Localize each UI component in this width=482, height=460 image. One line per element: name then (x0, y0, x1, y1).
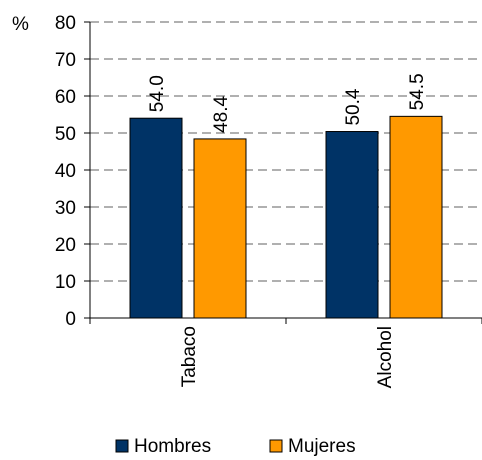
bar (389, 115, 443, 319)
legend-label: Hombres (134, 436, 211, 457)
y-tick-label: 60 (55, 87, 76, 108)
axes (84, 21, 482, 324)
y-tick-label: 40 (55, 161, 76, 182)
data-labels: 54.0 48.4 50.4 54.5 (147, 73, 428, 133)
bars (129, 115, 443, 319)
bar (193, 138, 247, 319)
y-tick-labels: 0 10 20 30 40 50 60 70 80 (55, 13, 76, 330)
data-label: 54.5 (407, 73, 428, 110)
legend-swatch (115, 439, 129, 453)
y-tick-label: 30 (55, 198, 76, 219)
x-tick-labels: Tabaco Alcohol (179, 326, 396, 388)
y-tick-label: 50 (55, 124, 76, 145)
legend: Hombres Mujeres (115, 436, 356, 457)
y-tick-label: 0 (65, 309, 76, 330)
data-label: 50.4 (343, 88, 364, 125)
y-tick-label: 10 (55, 272, 76, 293)
y-tick-label: 80 (55, 13, 76, 34)
data-label: 48.4 (211, 96, 232, 133)
legend-label: Mujeres (288, 436, 356, 457)
x-tick-label: Tabaco (179, 326, 200, 387)
data-label: 54.0 (147, 75, 168, 112)
y-tick-label: 70 (55, 50, 76, 71)
legend-swatch (269, 439, 283, 453)
bar (129, 117, 183, 319)
x-tick-label: Alcohol (375, 326, 396, 388)
y-axis-label: % (12, 14, 29, 35)
y-tick-label: 20 (55, 235, 76, 256)
bar (325, 131, 379, 319)
